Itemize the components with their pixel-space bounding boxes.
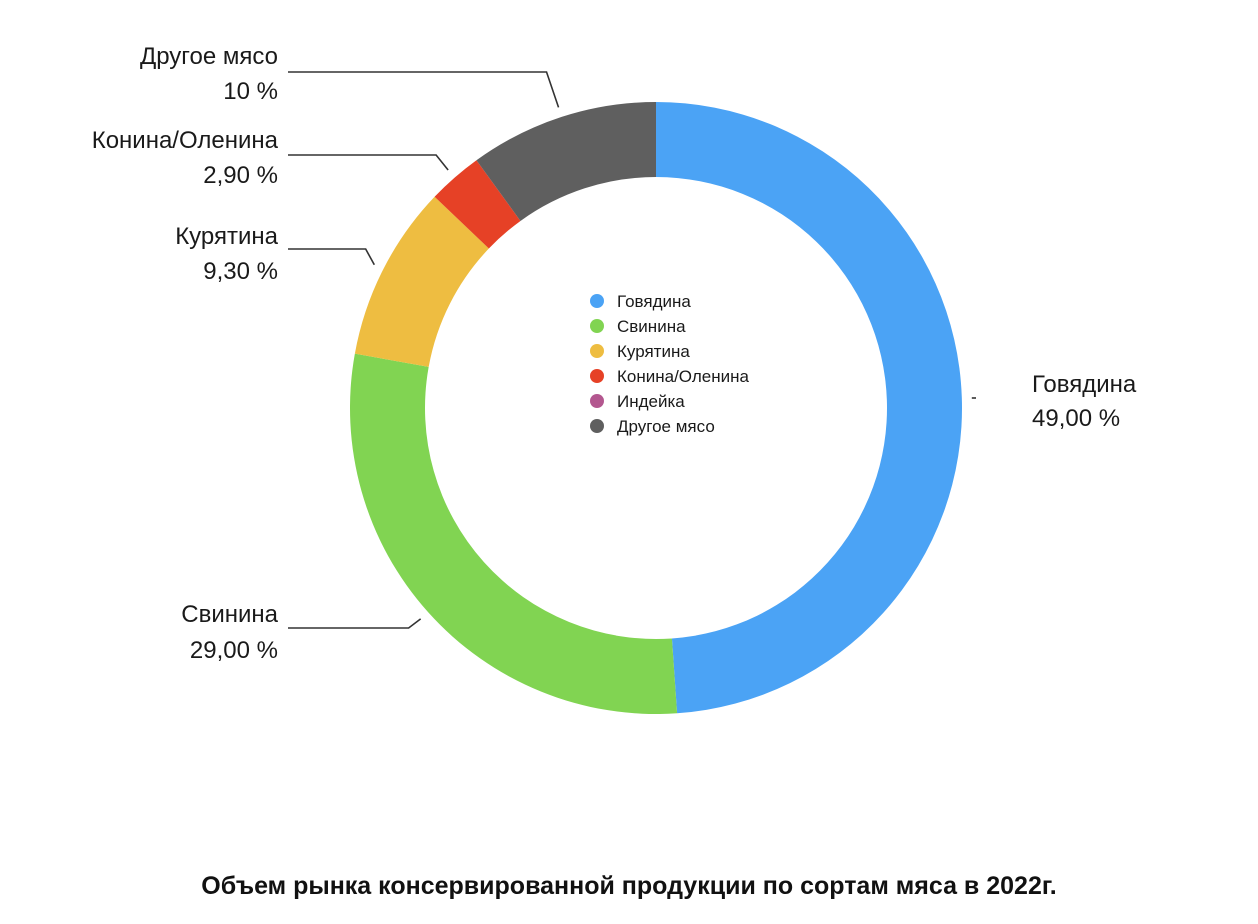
legend-label-свинина: Свинина	[617, 317, 686, 336]
leader-lines-layer	[288, 71, 976, 629]
legend-label-конина-оленина: Конина/Оленина	[617, 367, 749, 386]
legend-marker-другое-мясо	[590, 419, 604, 433]
slice-говядина	[656, 102, 962, 714]
slice-labels-layer: Говядина 49,00 % Свинина 29,00 % Курятина 9,3…	[92, 43, 1137, 664]
legend-label-индейка: Индейка	[617, 392, 685, 411]
slice-label-курятина: Курятина	[175, 223, 278, 250]
slice-свинина	[350, 353, 678, 714]
slice-value-label-говядина: 49,00 %	[1032, 405, 1120, 432]
leader-line-конина-оленина	[288, 154, 449, 171]
slice-value-label-другое-мясо: 10 %	[223, 78, 278, 105]
slice-label-конина-оленина: Конина/Оленина	[92, 127, 279, 154]
slice-конина-оленина	[434, 160, 521, 249]
chart-title: Объем рынка консервированной продукции п…	[201, 872, 1057, 900]
slice-label-другое-мясо: Другое мясо	[140, 43, 278, 70]
slice-value-label-курятина: 9,30 %	[203, 258, 278, 285]
leader-line-свинина	[288, 618, 422, 629]
legend-label-курятина: Курятина	[617, 342, 690, 361]
slice-value-label-конина-оленина: 2,90 %	[203, 162, 278, 189]
slice-label-говядина: Говядина	[1032, 371, 1137, 398]
slices-layer	[350, 102, 962, 714]
legend-marker-индейка	[590, 394, 604, 408]
legend-marker-конина-оленина	[590, 369, 604, 383]
legend-label-другое-мясо: Другое мясо	[617, 417, 715, 436]
leader-line-другое-мясо	[288, 71, 560, 108]
legend: Говядина Свинина Курятина Конина/Оленина Инд…	[590, 292, 749, 436]
legend-marker-курятина	[590, 344, 604, 358]
legend-marker-свинина	[590, 319, 604, 333]
slice-value-label-свинина: 29,00 %	[190, 637, 278, 664]
legend-label-говядина: Говядина	[617, 292, 691, 311]
legend-marker-говядина	[590, 294, 604, 308]
leader-line-курятина	[288, 248, 376, 266]
slice-курятина	[354, 196, 489, 367]
slice-другое-мясо	[476, 102, 656, 221]
slice-label-свинина: Свинина	[181, 601, 278, 628]
